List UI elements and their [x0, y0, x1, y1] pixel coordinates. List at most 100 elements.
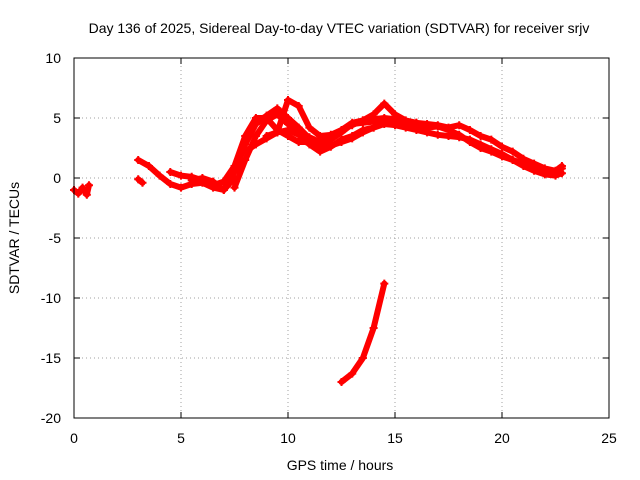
- y-tick-label: -20: [41, 410, 61, 426]
- plot-area: [70, 96, 566, 386]
- data-point: [380, 279, 389, 288]
- y-axis-label: SDTVAR / TECUs: [6, 182, 22, 294]
- data-point: [134, 175, 143, 184]
- data-point: [455, 121, 464, 130]
- axes: 0 5 10 15 20 25 -20 -15 -10 -5 0 5 10: [41, 50, 617, 446]
- data-point: [444, 123, 453, 132]
- data-point: [230, 168, 239, 176]
- data-point: [262, 132, 271, 140]
- data-point: [316, 147, 325, 156]
- data-point: [337, 126, 346, 134]
- data-point: [465, 126, 474, 134]
- data-point: [412, 118, 421, 127]
- data-point: [358, 116, 367, 125]
- data-point: [519, 154, 528, 163]
- y-tick-label: -10: [41, 290, 61, 306]
- data-point: [82, 190, 91, 199]
- data-point: [476, 132, 485, 140]
- x-axis-label: GPS time / hours: [287, 457, 394, 473]
- data-point: [294, 138, 303, 146]
- data-point: [487, 135, 496, 144]
- data-point: [294, 102, 303, 110]
- data-point: [551, 166, 560, 175]
- data-point: [487, 147, 496, 156]
- data-point: [380, 99, 389, 108]
- data-point: [337, 135, 346, 144]
- data-point: [273, 128, 282, 137]
- data-point: [380, 116, 389, 125]
- data-point: [305, 123, 314, 132]
- data-point: [358, 126, 367, 134]
- data-point: [251, 120, 260, 128]
- data-point: [284, 126, 292, 134]
- x-tick-label: 20: [494, 430, 510, 446]
- data-point: [476, 144, 485, 152]
- data-point: [337, 378, 346, 386]
- y-tick-label: 10: [45, 50, 61, 66]
- data-point: [177, 171, 185, 180]
- data-point: [369, 123, 378, 132]
- data-point: [530, 159, 539, 168]
- data-point: [74, 189, 83, 198]
- y-tick-label: 0: [53, 170, 61, 186]
- data-point: [401, 121, 410, 130]
- data-point: [155, 171, 164, 180]
- data-point: [465, 138, 474, 146]
- data-point: [166, 180, 175, 188]
- data-point: [455, 130, 464, 139]
- data-point: [84, 181, 93, 190]
- data-point: [316, 132, 325, 140]
- data-point: [326, 130, 335, 139]
- data-point: [241, 156, 250, 164]
- data-point: [508, 147, 517, 156]
- data-point: [369, 324, 378, 332]
- data-point: [78, 183, 87, 192]
- data-point: [498, 142, 506, 151]
- data-point: [348, 121, 357, 130]
- data-point: [251, 140, 260, 149]
- data-point: [433, 121, 442, 130]
- data-point: [262, 116, 271, 125]
- data-point: [305, 140, 314, 149]
- y-tick-label: -15: [41, 350, 61, 366]
- x-tick-label: 15: [387, 430, 403, 446]
- data-point: [508, 156, 517, 164]
- data-point: [144, 162, 153, 170]
- data-point: [251, 132, 260, 140]
- chart-title: Day 136 of 2025, Sidereal Day-to-day VTE…: [89, 20, 590, 36]
- data-point: [198, 174, 207, 182]
- data-point: [273, 110, 282, 119]
- data-point: [498, 152, 506, 161]
- data-point: [138, 178, 147, 187]
- data-point: [540, 164, 549, 173]
- data-point: [230, 183, 239, 192]
- data-point: [241, 147, 250, 156]
- data-point: [348, 132, 357, 140]
- x-tick-label: 10: [280, 430, 296, 446]
- x-tick-label: 5: [177, 430, 185, 446]
- x-tick-label: 25: [601, 430, 617, 446]
- data-point: [369, 110, 378, 119]
- data-point: [219, 186, 228, 194]
- data-point: [391, 118, 399, 127]
- y-tick-label: 5: [53, 110, 61, 126]
- data-point: [557, 162, 566, 170]
- data-point: [423, 120, 432, 128]
- x-tick-label: 0: [70, 430, 78, 446]
- data-point: [305, 133, 314, 142]
- data-point: [294, 130, 303, 139]
- data-point: [209, 177, 218, 186]
- data-point: [134, 156, 143, 164]
- data-point: [391, 110, 399, 119]
- data-point: [326, 142, 335, 151]
- data-point: [284, 96, 292, 104]
- data-point: [166, 168, 175, 176]
- data-point: [241, 140, 250, 149]
- y-tick-label: -5: [49, 230, 62, 246]
- data-point: [187, 176, 196, 185]
- data-point: [177, 183, 185, 192]
- data-point: [433, 130, 442, 139]
- data-point: [358, 354, 367, 362]
